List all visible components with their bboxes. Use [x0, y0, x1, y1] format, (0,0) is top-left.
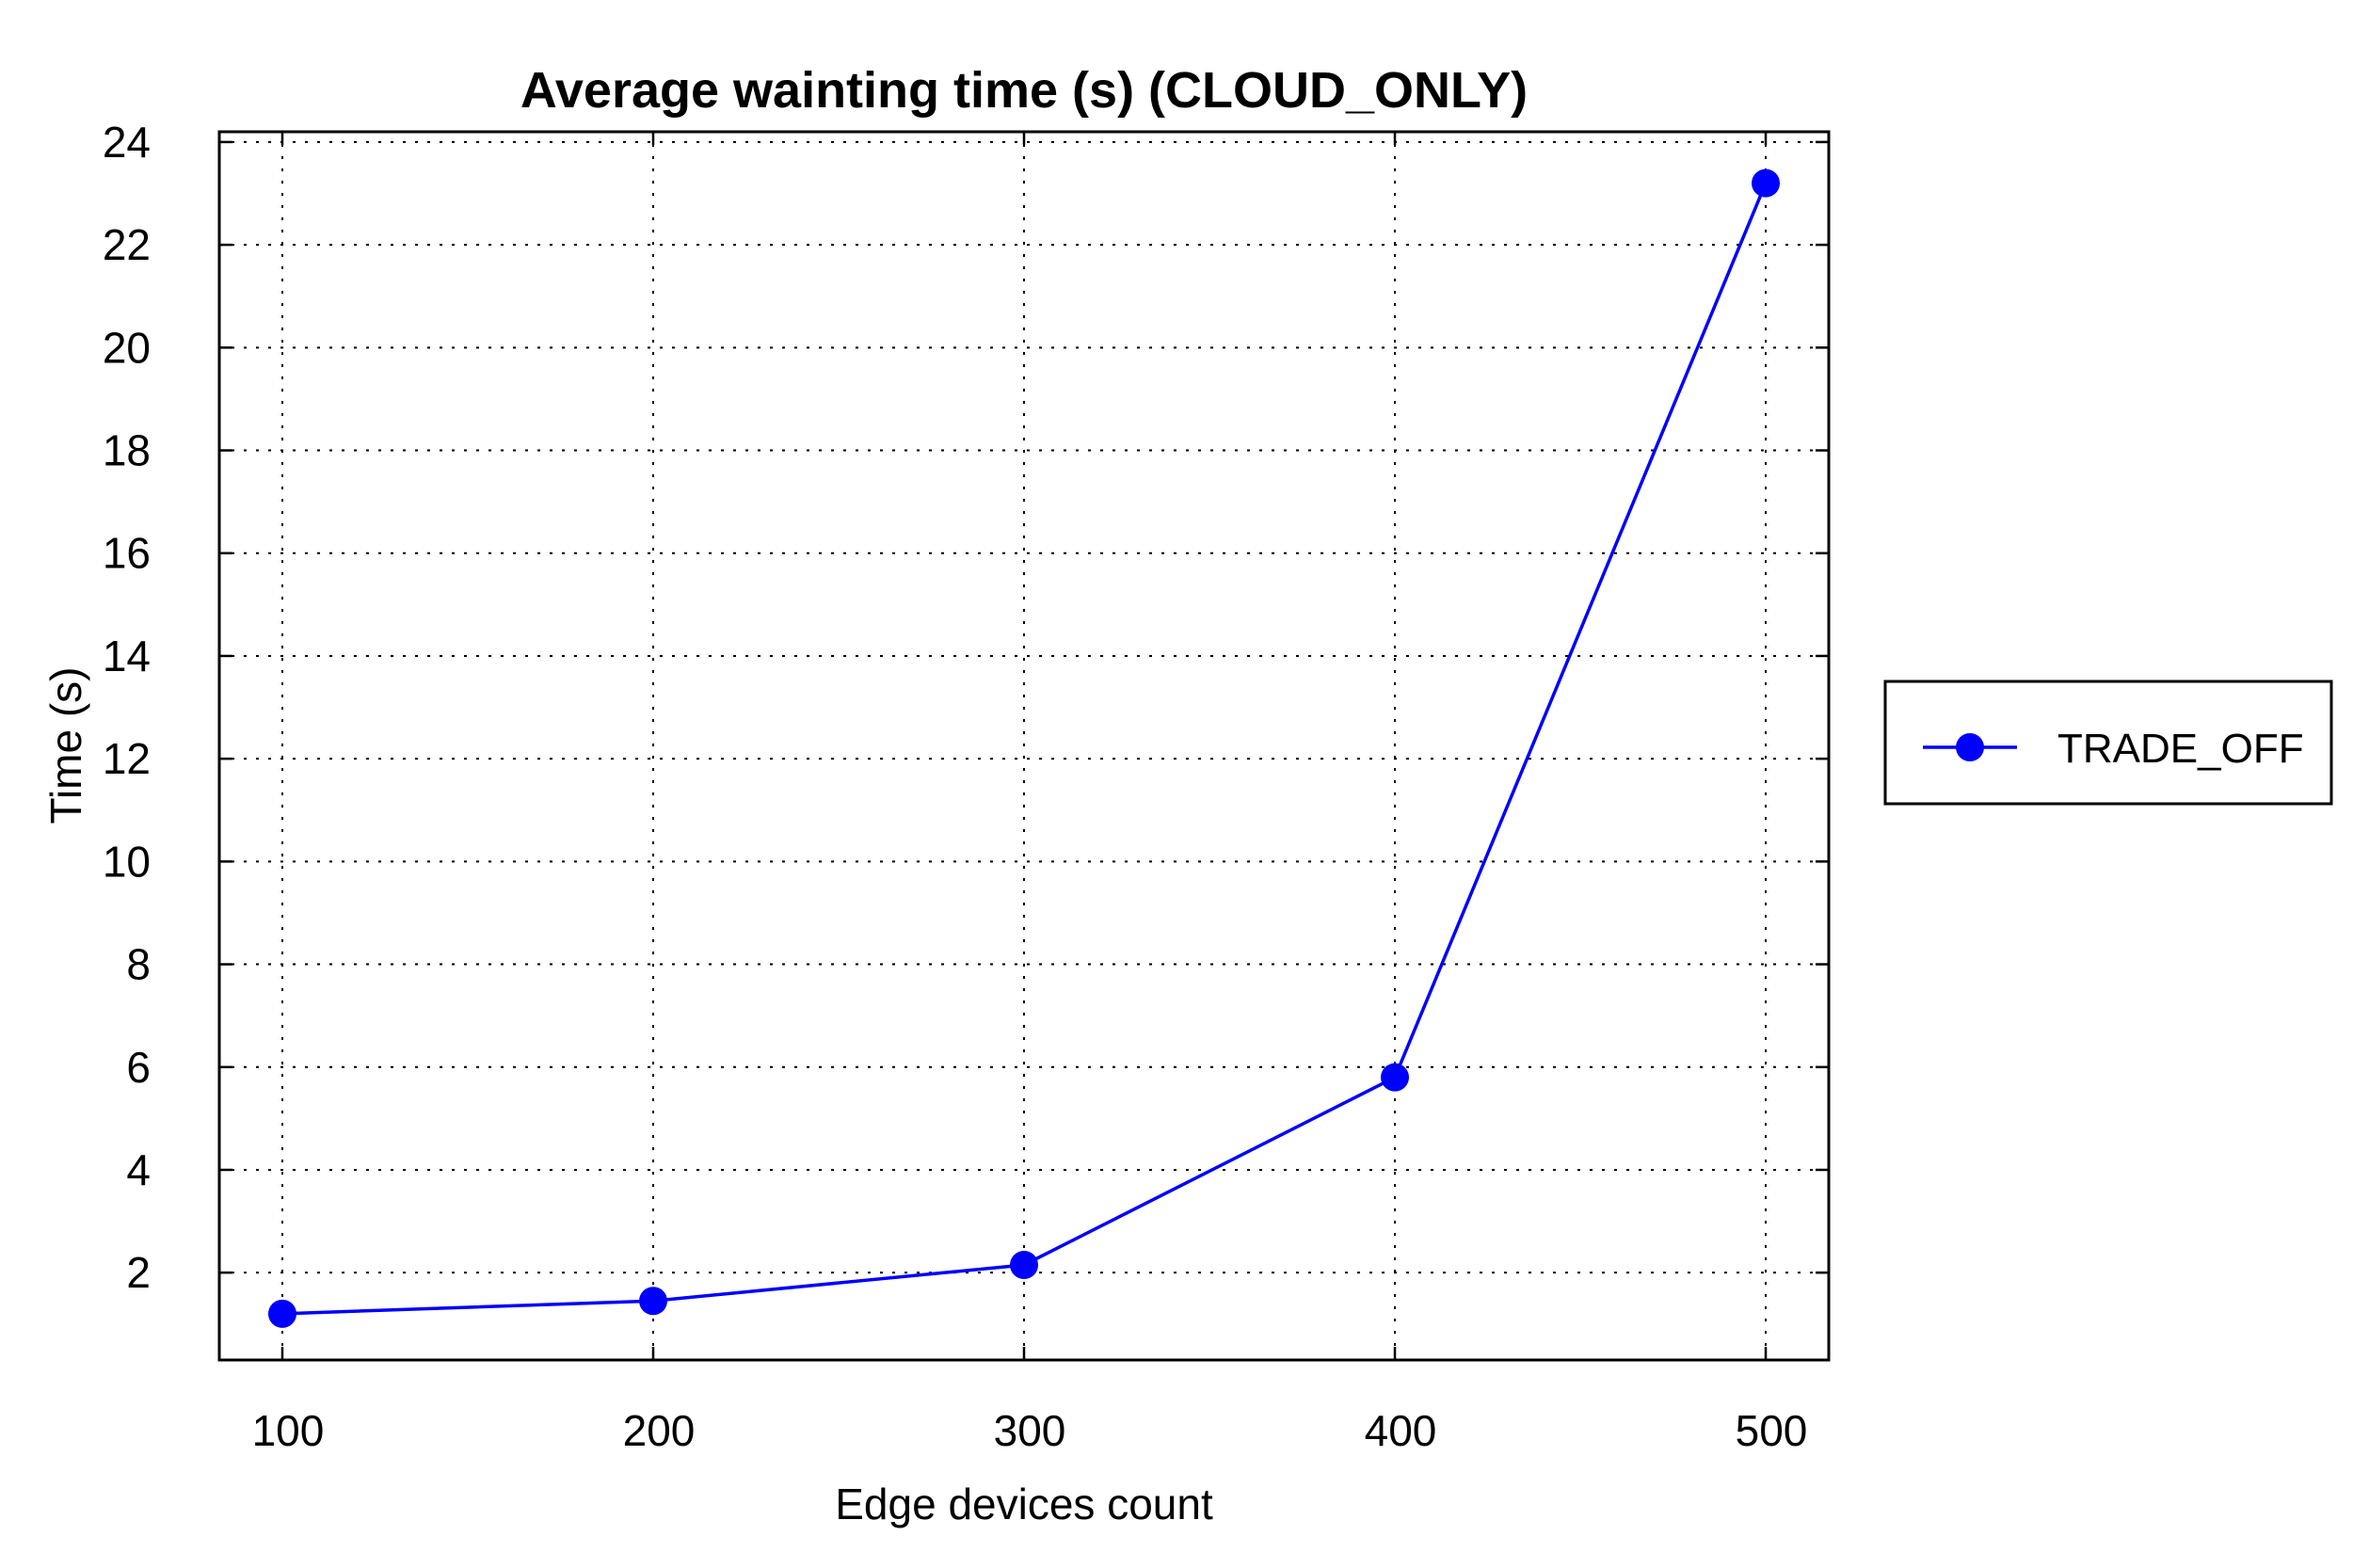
chart-title: Average wainting time (s) (CLOUD_ONLY) [520, 62, 1528, 119]
y-tick-label: 2 [126, 1248, 151, 1297]
y-tick-label: 10 [103, 837, 151, 886]
legend-box [1883, 680, 2333, 806]
y-tick-label: 16 [103, 529, 151, 578]
data-point [267, 1299, 296, 1328]
axis-ticks [219, 132, 1829, 1360]
y-tick-label: 8 [126, 940, 151, 989]
grid-lines [219, 132, 1829, 1360]
x-axis-label: Edge devices count [835, 1480, 1213, 1528]
y-tick-label: 4 [126, 1145, 151, 1194]
legend: TRADE_OFF [1883, 680, 2333, 806]
data-point [1381, 1063, 1410, 1092]
y-tick-label: 22 [103, 220, 151, 269]
y-tick-label: 12 [103, 734, 151, 783]
x-tick-label: 200 [623, 1406, 696, 1455]
x-tick-label: 100 [252, 1406, 325, 1455]
x-tick-label: 400 [1365, 1406, 1437, 1455]
y-tick-label: 20 [103, 323, 151, 372]
legend-label: TRADE_OFF [2057, 726, 2304, 772]
y-tick-label: 18 [103, 426, 151, 475]
y-tick-label: 24 [103, 118, 151, 167]
data-point [638, 1287, 667, 1316]
series-layer [267, 168, 1781, 1328]
y-tick-label: 6 [126, 1043, 151, 1092]
data-point [1010, 1250, 1038, 1279]
plot-frame [217, 130, 1831, 1362]
data-point [1752, 168, 1781, 198]
x-tick-labels: 100 200 300 400 500 [252, 1406, 1808, 1455]
series-trade-off [267, 168, 1781, 1328]
legend-marker [1956, 733, 1984, 761]
x-tick-label: 500 [1736, 1406, 1808, 1455]
x-tick-label: 300 [994, 1406, 1066, 1455]
y-axis-label: Time (s) [41, 667, 90, 824]
y-tick-label: 14 [103, 632, 151, 680]
